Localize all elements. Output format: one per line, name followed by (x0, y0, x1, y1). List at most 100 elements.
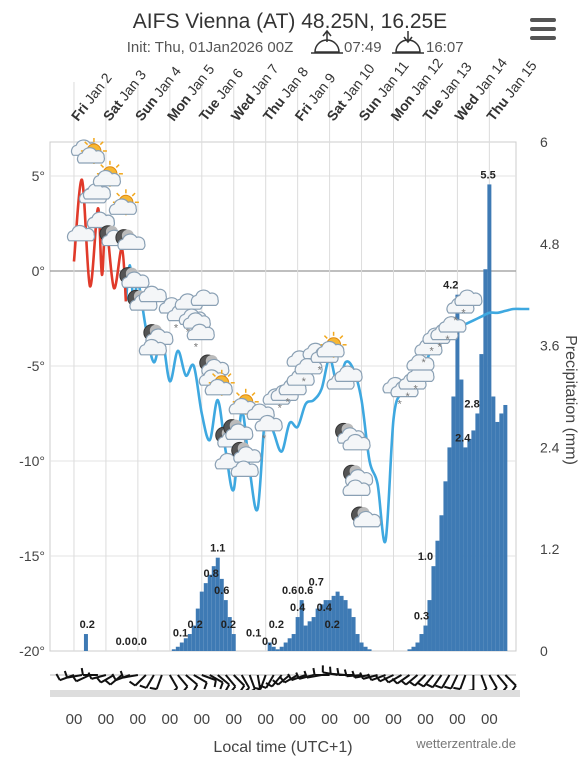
snow-flake: * (302, 376, 307, 388)
precip-bar (340, 596, 344, 651)
precip-bar (312, 617, 316, 651)
snow-flake: * (262, 433, 267, 445)
x-tick-label: 00 (417, 711, 434, 728)
wind-barb (489, 675, 497, 692)
x-tick-label: 00 (66, 711, 83, 728)
wind-shaft (481, 675, 486, 689)
precip-value-label: 0.8 (203, 568, 218, 580)
precip-value-label: 0.6 (282, 585, 297, 597)
x-tick-label: 00 (161, 711, 178, 728)
wind-feather (409, 682, 415, 686)
precip-bar (483, 269, 487, 651)
x-tick-label: 00 (449, 711, 466, 728)
temperature-axis: 5°0°-5°-10°-15°-20° (19, 168, 45, 659)
wind-barb (466, 675, 473, 691)
x-tick-label: 00 (289, 711, 306, 728)
wind-shaft (170, 675, 178, 688)
precip-value-label: 0.0 (262, 636, 277, 648)
wind-shaft (157, 675, 162, 689)
precip-value-label: 0.2 (325, 619, 340, 631)
wind-shaft (146, 675, 154, 688)
temp-tick-label: 0° (32, 263, 45, 279)
precip-bar (356, 634, 360, 651)
wind-shaft (505, 675, 516, 686)
wind-shaft (497, 675, 507, 686)
wind-barb (505, 675, 516, 691)
snow-flake: * (397, 399, 402, 411)
snow-flake: * (194, 342, 199, 354)
precip-tick-label: 3.6 (540, 338, 560, 354)
menu-button[interactable] (530, 18, 556, 40)
precip-value-label: 2.4 (455, 432, 471, 444)
precip-value-label: 1.0 (418, 551, 433, 563)
precip-value-label: 0.2 (269, 619, 284, 631)
precip-bar (204, 583, 208, 651)
precip-tick-label: 2.4 (540, 439, 560, 455)
precipitation-bars (84, 184, 507, 651)
wind-barb (497, 675, 507, 692)
wind-feather (194, 685, 198, 691)
precip-bar (443, 481, 447, 651)
scrollbar[interactable] (50, 690, 520, 697)
precip-bar (427, 600, 431, 651)
sun-ray (117, 193, 120, 196)
precip-tick-label: 6 (540, 134, 548, 150)
precip-value-label: 0.4 (317, 602, 333, 614)
cloud-shape (139, 286, 166, 301)
precip-bar (415, 643, 419, 651)
precip-bar (455, 295, 459, 651)
wind-barb (178, 675, 188, 692)
wind-feather (204, 683, 206, 690)
precip-value-label: 5.5 (480, 169, 495, 181)
precip-bar (352, 617, 356, 651)
wind-feather (82, 668, 83, 675)
snow-flake: * (174, 323, 179, 335)
wind-shaft (178, 675, 188, 686)
precip-bar (471, 430, 475, 651)
precip-bar (232, 634, 236, 651)
x-tick-label: 00 (321, 711, 338, 728)
precip-bar (360, 643, 364, 651)
wind-shaft (451, 675, 457, 689)
precip-bar (296, 617, 300, 651)
precip-bar (308, 621, 312, 651)
precip-bar (84, 634, 88, 651)
wind-feather (226, 685, 230, 691)
precip-bar (304, 626, 308, 651)
sunrise-icon (311, 31, 343, 53)
precip-bar (423, 626, 427, 651)
snow-flake: * (413, 383, 418, 395)
moon-cloud-icon (224, 420, 253, 440)
wind-feather (360, 673, 363, 679)
precip-bar (176, 647, 180, 651)
precip-bar (459, 380, 463, 651)
precip-bar (188, 634, 192, 651)
wind-feather (65, 671, 67, 678)
snow-flake: * (405, 391, 410, 403)
snow-flake: * (445, 334, 450, 346)
cloud-shape (87, 212, 114, 227)
precip-bar (288, 638, 292, 651)
snow-flake: * (278, 402, 283, 414)
precip-bar (348, 609, 352, 651)
precip-value-label: 0.0 (132, 636, 147, 648)
precip-bar (208, 575, 212, 651)
precip-axis-label: Precipitation (mm) (562, 335, 578, 465)
temp-tick-label: -5° (27, 358, 45, 374)
weather-icons: ****************** (67, 138, 481, 527)
wind-feather (105, 680, 110, 685)
x-tick-label: 00 (225, 711, 242, 728)
wind-shaft (135, 675, 146, 686)
wind-feather (435, 686, 442, 688)
precip-bar (411, 647, 415, 651)
snow-flake: * (429, 345, 434, 357)
x-tick-label: 00 (257, 711, 274, 728)
wind-shaft (460, 675, 465, 689)
moon-cloud-icon (116, 230, 145, 250)
credit[interactable]: wetterzentrale.de (415, 736, 516, 751)
wind-feather (427, 684, 433, 687)
wind-barb (249, 675, 255, 693)
wind-barb (186, 675, 197, 691)
